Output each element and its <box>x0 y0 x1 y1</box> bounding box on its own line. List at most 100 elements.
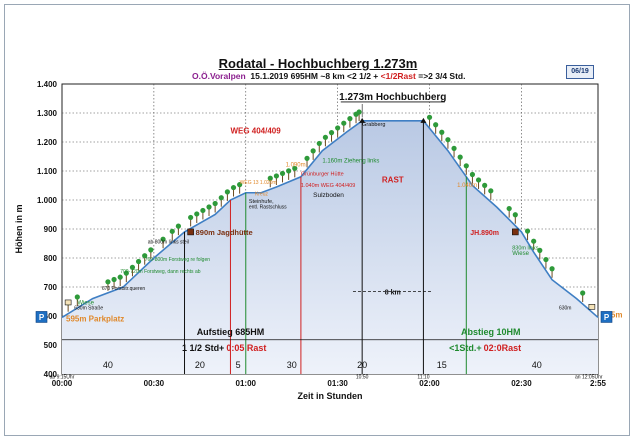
tree-crown <box>129 264 136 270</box>
annotation-label: Wiese <box>77 300 94 306</box>
y-tick-label: 700 <box>44 283 58 292</box>
issue-badge: 06/19 <box>566 65 594 79</box>
tree-crown <box>105 279 111 285</box>
y-tick-label: 1.100 <box>37 167 58 176</box>
tree-crown <box>335 125 341 131</box>
annotation-label: JH.890m <box>470 230 499 237</box>
tree-crown <box>267 175 273 181</box>
tree-crown <box>212 200 218 207</box>
tree-crown <box>531 238 537 244</box>
summit-marker <box>359 117 366 123</box>
tree-crown <box>218 195 224 201</box>
x-tick-label: 00:00 <box>52 379 73 388</box>
tree-crown <box>123 270 129 276</box>
y-axis-title: Höhen in m <box>14 205 24 254</box>
tree-crown <box>433 122 439 128</box>
tree-crown <box>175 223 181 229</box>
tree-crown <box>439 129 445 135</box>
summit-marker <box>420 117 427 123</box>
tree-crown <box>482 182 488 188</box>
annotation-label: Kreuz <box>255 192 269 198</box>
clock-time-label: ab 9:15Uhr <box>50 375 75 381</box>
annotation-label: 630m Straße <box>74 306 103 312</box>
annotation-label: Wiese <box>512 251 529 257</box>
parking-marker <box>35 311 48 323</box>
annotation-label: 1.040m <box>457 183 477 189</box>
tree-crown <box>543 256 549 263</box>
parking-marker-label: P <box>604 313 610 322</box>
segment-time-label: 5 <box>236 360 241 370</box>
tree-crown <box>135 258 142 265</box>
segment-time-label: 15 <box>437 360 447 370</box>
annotation-label: 830m links <box>512 245 539 251</box>
tree-crown <box>224 189 230 195</box>
rest-info: <1/2Rast <box>380 71 416 81</box>
annotation-label: WEG 13 1.020m <box>240 180 277 186</box>
tree-crown <box>206 204 212 210</box>
region-label: O.Ö.Voralpen <box>192 71 246 81</box>
tree-crown <box>469 171 476 178</box>
rest-label: RAST <box>382 176 404 185</box>
house-marker <box>588 303 596 310</box>
y-tick-label: 1.300 <box>37 109 58 118</box>
annotation-label: 1.160m Zieheng links <box>322 158 379 164</box>
tree-crown <box>322 134 329 140</box>
segment-time-label: 20 <box>357 360 367 370</box>
tree-crown <box>237 182 243 188</box>
tree-crown <box>310 148 316 154</box>
tree-crown <box>200 207 206 214</box>
y-tick-label: 1.200 <box>37 138 58 147</box>
tree-crown <box>117 274 123 280</box>
tree-crown <box>194 211 200 217</box>
tree-crown <box>451 145 457 151</box>
tree-crown <box>148 247 154 253</box>
tree-crown <box>356 109 362 115</box>
tree-crown <box>169 228 175 234</box>
annotation-label: 670 Forststr.queren <box>102 286 146 292</box>
segment-time-label: 20 <box>195 360 205 370</box>
segment-time-label: 40 <box>103 360 113 370</box>
tree-crown <box>328 130 335 136</box>
tree-crown <box>304 155 310 161</box>
x-tick-label: 00:30 <box>144 379 165 388</box>
chart-title: Rodatal - Hochbuchberg 1.273m <box>218 56 418 71</box>
profile-area <box>62 120 598 374</box>
y-tick-label: 1.000 <box>37 196 58 205</box>
annotation-label: 1.040m WEG 404/409 <box>301 183 355 189</box>
tree-crown <box>316 140 322 147</box>
tree-crown <box>580 290 586 296</box>
tree-crown <box>279 170 286 177</box>
peak-label: 1.273m Hochbuchberg <box>339 92 446 103</box>
tree-crown <box>142 253 148 259</box>
segment-time-label: 40 <box>532 360 542 370</box>
tree-crown <box>426 114 433 120</box>
tree-crown <box>273 173 279 179</box>
tree-crown <box>457 154 463 160</box>
tree-crown <box>537 247 543 253</box>
total-time: =>2 3/4 Std. <box>418 71 466 81</box>
segment-time-label: 30 <box>287 360 297 370</box>
annotation-label: Grünburger Hütte <box>301 171 344 177</box>
tree-crown <box>506 205 512 212</box>
hut-marker <box>187 228 194 236</box>
tree-crown <box>188 214 194 221</box>
annotation-label: 630m <box>559 306 572 312</box>
tree-crown <box>475 177 482 183</box>
tree-crown <box>74 294 80 300</box>
y-tick-label: 600 <box>44 312 58 321</box>
annotation-label: entl. Rastschluss <box>249 205 287 211</box>
clock-time-label: an 12:05Uhr <box>575 375 603 381</box>
tree-crown <box>445 137 451 143</box>
distance-label: 8 km <box>385 289 401 296</box>
tree-crown <box>347 116 353 122</box>
y-tick-label: 800 <box>44 254 58 263</box>
tree-crown <box>111 276 117 283</box>
annotation-label: WEG 404/409 <box>230 126 281 135</box>
y-tick-label: 900 <box>44 225 58 234</box>
tree-crown <box>230 184 237 191</box>
tree-crown <box>463 163 469 169</box>
clock-time-label: 10:50 <box>356 375 369 381</box>
profile-line <box>61 120 599 319</box>
tree-crown <box>524 228 531 234</box>
